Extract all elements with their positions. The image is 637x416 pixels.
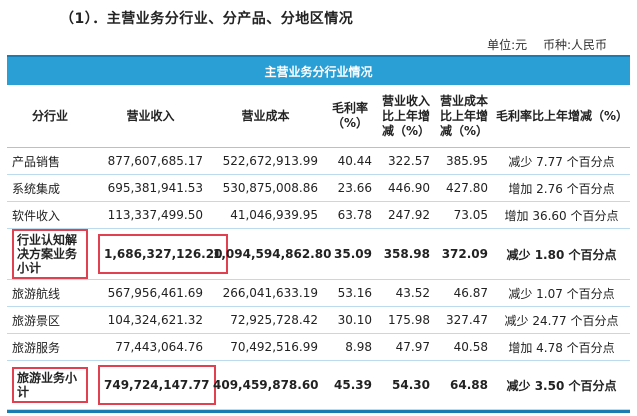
cell-gross-margin: 35.09 [323, 228, 377, 280]
table-row: 系统集成 695,381,941.53 530,875,008.86 23.66… [7, 174, 630, 202]
cell-cost-yoy: 327.47 [435, 306, 493, 334]
cell-gross-margin: 8.98 [323, 333, 377, 361]
cell-industry: 旅游航线 [7, 279, 93, 307]
cell-revenue: 877,607,685.17 [93, 147, 208, 175]
cell-industry: 旅游服务 [7, 333, 93, 361]
cell-gross-margin: 45.39 [323, 360, 377, 410]
cell-revenue: 104,324,621.32 [93, 306, 208, 334]
cell-cost-yoy: 40.58 [435, 333, 493, 361]
cell-revenue-yoy: 247.92 [377, 201, 435, 229]
cell-revenue: 113,337,499.50 [93, 201, 208, 229]
table-row: 产品销售 877,607,685.17 522,672,913.99 40.44… [7, 147, 630, 175]
table-banner: 主营业务分行业情况 [7, 55, 630, 85]
cell-revenue-highlighted: 1,686,327,126.20 [93, 228, 229, 280]
cell-industry-highlighted: 行业认知解决方案业务小计 [7, 228, 93, 280]
cell-cost-yoy: 64.88 [435, 360, 493, 410]
cell-revenue: 567,956,461.69 [93, 279, 208, 307]
cell-cost-yoy: 427.80 [435, 174, 493, 202]
cell-gross-margin: 40.44 [323, 147, 377, 175]
cell-cost-yoy: 73.05 [435, 201, 493, 229]
cell-margin-yoy: 增加 4.78 个百分点 [493, 333, 630, 361]
header-revenue-yoy: 营业收入比上年增减（%） [377, 85, 435, 148]
revenue-by-industry-table: 分行业 营业收入 营业成本 毛利率（%） 营业收入比上年增减（%） 营业成本比上… [7, 85, 630, 410]
highlighted-subtotal-revenue: 1,686,327,126.20 [98, 234, 229, 274]
cell-cost: 70,492,516.99 [208, 333, 323, 361]
cell-margin-yoy: 减少 24.77 个百分点 [493, 306, 630, 334]
header-cost: 营业成本 [208, 85, 323, 148]
cell-revenue-yoy: 43.52 [377, 279, 435, 307]
cell-revenue-yoy: 358.98 [377, 228, 435, 280]
cell-gross-margin: 53.16 [323, 279, 377, 307]
cell-revenue: 77,443,064.76 [93, 333, 208, 361]
highlighted-subtotal-revenue: 749,724,147.77 [98, 365, 216, 405]
header-gross-margin: 毛利率（%） [323, 85, 377, 148]
cell-margin-yoy: 减少 1.80 个百分点 [493, 228, 630, 280]
cell-margin-yoy: 减少 3.50 个百分点 [493, 360, 630, 410]
unit-label: 单位:元 [487, 38, 528, 52]
cell-gross-margin: 23.66 [323, 174, 377, 202]
unit-currency-line: 单位:元 币种:人民币 [487, 36, 607, 53]
header-cost-yoy: 营业成本比上年增减（%） [435, 85, 493, 148]
table-bottom-rule [7, 410, 630, 413]
table-row: 旅游航线 567,956,461.69 266,041,633.19 53.16… [7, 279, 630, 307]
highlighted-subtotal-label: 旅游业务小计 [12, 367, 88, 403]
header-industry: 分行业 [7, 85, 93, 148]
cell-cost: 41,046,939.95 [208, 201, 323, 229]
cell-revenue-yoy: 54.30 [377, 360, 435, 410]
subtotal-row-tourism: 旅游业务小计 749,724,147.77 409,459,878.60 45.… [7, 360, 630, 410]
table-row: 旅游服务 77,443,064.76 70,492,516.99 8.98 47… [7, 333, 630, 361]
subtotal-row-industry-solutions: 行业认知解决方案业务小计 1,686,327,126.20 1,094,594,… [7, 228, 630, 280]
currency-label: 币种:人民币 [542, 38, 607, 52]
cell-industry: 软件收入 [7, 201, 93, 229]
cell-revenue-yoy: 322.57 [377, 147, 435, 175]
cell-cost: 72,925,728.42 [208, 306, 323, 334]
cell-revenue-yoy: 175.98 [377, 306, 435, 334]
section-heading: （1）．主营业务分行业、分产品、分地区情况 [60, 11, 354, 27]
cell-cost: 266,041,633.19 [208, 279, 323, 307]
table-header-row: 分行业 营业收入 营业成本 毛利率（%） 营业收入比上年增减（%） 营业成本比上… [7, 85, 630, 148]
cell-cost: 409,459,878.60 [208, 360, 323, 410]
cell-cost-yoy: 372.09 [435, 228, 493, 280]
header-revenue: 营业收入 [93, 85, 208, 148]
header-margin-yoy: 毛利率比上年增减（%） [493, 85, 630, 148]
cell-margin-yoy: 增加 36.60 个百分点 [493, 201, 630, 229]
cell-revenue-yoy: 47.97 [377, 333, 435, 361]
cell-revenue-yoy: 446.90 [377, 174, 435, 202]
cell-cost-yoy: 46.87 [435, 279, 493, 307]
highlighted-subtotal-label: 行业认知解决方案业务小计 [12, 229, 88, 279]
table-row: 旅游景区 104,324,621.32 72,925,728.42 30.10 … [7, 306, 630, 334]
cell-cost: 522,672,913.99 [208, 147, 323, 175]
cell-cost: 530,875,008.86 [208, 174, 323, 202]
cell-revenue: 695,381,941.53 [93, 174, 208, 202]
cell-industry: 系统集成 [7, 174, 93, 202]
cell-margin-yoy: 增加 2.76 个百分点 [493, 174, 630, 202]
cell-cost-yoy: 385.95 [435, 147, 493, 175]
cell-margin-yoy: 减少 7.77 个百分点 [493, 147, 630, 175]
cell-revenue-highlighted: 749,724,147.77 [93, 360, 216, 410]
table-row: 软件收入 113,337,499.50 41,046,939.95 63.78 … [7, 201, 630, 229]
cell-margin-yoy: 减少 1.07 个百分点 [493, 279, 630, 307]
cell-gross-margin: 30.10 [323, 306, 377, 334]
cell-industry: 产品销售 [7, 147, 93, 175]
cell-industry: 旅游景区 [7, 306, 93, 334]
cell-gross-margin: 63.78 [323, 201, 377, 229]
cell-industry-highlighted: 旅游业务小计 [7, 360, 93, 410]
